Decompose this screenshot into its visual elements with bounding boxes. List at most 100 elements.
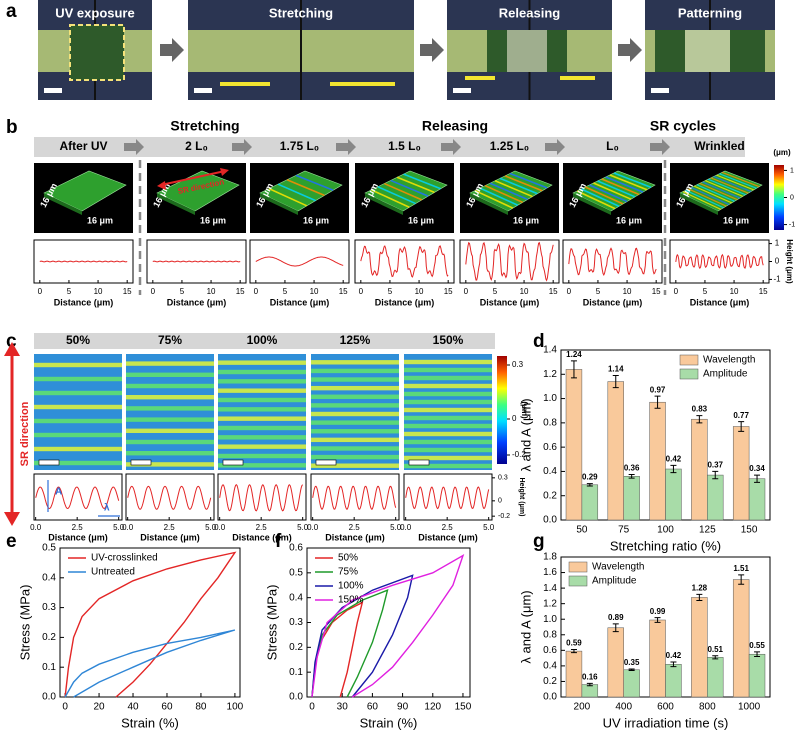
amplitude-symbol: A — [55, 487, 62, 498]
surface-side — [680, 193, 718, 215]
value-label: 1.24 — [566, 350, 582, 359]
height-profile — [465, 241, 554, 282]
x-tick-label: 15 — [123, 287, 132, 296]
x-tick-label: 2.5 — [442, 523, 454, 532]
wrinkle-stripe — [716, 174, 754, 191]
wrinkle-stripe — [404, 455, 492, 461]
x-tick-label: 5.0 — [390, 523, 402, 532]
panel-label: d — [533, 331, 545, 352]
profile-frame — [459, 239, 560, 284]
x-axis-label: Distance (μm) — [418, 532, 478, 542]
x-axis-label: Distance (μm) — [690, 297, 750, 307]
x-tick-label: 0 — [567, 287, 572, 296]
scale-bar — [38, 459, 60, 466]
stage-label: 1.25 L₀ — [490, 139, 529, 153]
x-tick-label: 0.0 — [214, 523, 226, 532]
size-label: 16 μm — [200, 215, 226, 225]
wrinkle-stripe — [474, 189, 514, 209]
y-tick-label: 1.0 — [543, 393, 557, 404]
wrinkle-stripe — [494, 180, 533, 198]
x-tick-label: 0 — [38, 287, 43, 296]
wrinkle-stripe — [218, 435, 306, 440]
x-tick-label: 0.0 — [122, 523, 134, 532]
wrinkle-stripe — [34, 432, 122, 438]
wrinkle-stripe — [311, 360, 399, 365]
value-label: 0.59 — [566, 639, 582, 648]
sr-arrowhead — [220, 168, 229, 176]
x-tick-label: 40 — [127, 702, 139, 713]
wavelength-symbol: λ — [104, 503, 110, 514]
size-label: 16 μm — [513, 215, 539, 225]
legend-label: UV-crosslinked — [91, 553, 158, 564]
x-axis-label: Distance (μm) — [232, 532, 292, 542]
legend-swatch — [679, 354, 699, 366]
error-bar — [586, 682, 593, 687]
wrinkle-stripe — [609, 174, 648, 191]
value-label: 1.28 — [692, 583, 708, 592]
legend-swatch — [679, 368, 699, 380]
x-tick-label: 2.5 — [349, 523, 361, 532]
wrinkle-stripe — [371, 189, 410, 209]
height-profile — [675, 253, 764, 270]
wrinkle-stripe — [311, 394, 399, 399]
x-tick-label: 600 — [657, 702, 674, 713]
legend-label: Amplitude — [703, 369, 748, 380]
y-tick-label: 0.0 — [42, 692, 56, 703]
series-line — [311, 553, 465, 698]
wrinkle-stripe — [218, 397, 306, 403]
wrinkle-stripe — [499, 177, 538, 195]
x-axis-label: Distance (μm) — [54, 297, 114, 307]
x-tick-label: 90 — [397, 702, 409, 713]
x-axis-label: Strain (%) — [121, 715, 179, 730]
wrinkle-stripe — [383, 182, 423, 201]
wrinkle-stripe — [34, 460, 122, 466]
y-tick-label: 0.6 — [543, 442, 557, 453]
y-tick-label: 0.0 — [543, 692, 557, 703]
x-axis-label: Distance (μm) — [583, 297, 643, 307]
wrinkle-stripe — [311, 385, 399, 391]
surface — [364, 170, 448, 212]
wrinkle-stripe — [126, 361, 214, 366]
x-axis-label: Distance (μm) — [140, 532, 200, 542]
wrinkle-stripe — [218, 463, 306, 468]
profile-frame — [354, 239, 455, 284]
step-arrow — [420, 38, 444, 62]
x-tick-label: 30 — [337, 702, 349, 713]
wrinkle-stripe — [404, 399, 492, 405]
value-label: 0.35 — [624, 658, 640, 667]
ratio-label: 125% — [340, 333, 371, 347]
stage-arrow — [650, 139, 670, 155]
series-line — [311, 574, 414, 698]
colorbar-tick-label: 0 — [790, 194, 794, 201]
x-tick-label: 100 — [657, 525, 674, 536]
surface — [259, 170, 343, 212]
wrinkle-stripe — [218, 416, 306, 421]
height-profile — [568, 247, 657, 276]
x-tick-label: 150 — [455, 702, 472, 713]
y-tick-label: 0.4 — [289, 592, 303, 603]
bar — [691, 597, 708, 698]
x-tick-label: 5.0 — [483, 523, 495, 532]
y-tick-label: 1.2 — [543, 369, 557, 380]
y-tick-label: 0.4 — [543, 661, 557, 672]
bar — [748, 653, 766, 698]
legend-swatch — [568, 561, 588, 573]
x-tick-label: 15 — [236, 287, 245, 296]
x-tick-label: 10 — [94, 287, 103, 296]
x-tick-label: 20 — [93, 702, 105, 713]
y-axis-label: Height (μm) — [518, 478, 525, 517]
legend-label: 50% — [338, 553, 358, 564]
x-tick-label: 150 — [741, 525, 758, 536]
bar — [748, 478, 766, 521]
y-tick-label: 1 — [775, 239, 780, 248]
x-tick-label: 15 — [444, 287, 453, 296]
legend-label: 100% — [338, 581, 364, 592]
error-bar — [586, 483, 593, 487]
x-axis-label: Distance (μm) — [325, 532, 385, 542]
wrinkle-stripe — [126, 406, 214, 411]
series-line — [64, 629, 236, 698]
surface — [43, 170, 127, 212]
profile-frame — [217, 473, 307, 521]
value-label: 0.36 — [624, 464, 640, 473]
